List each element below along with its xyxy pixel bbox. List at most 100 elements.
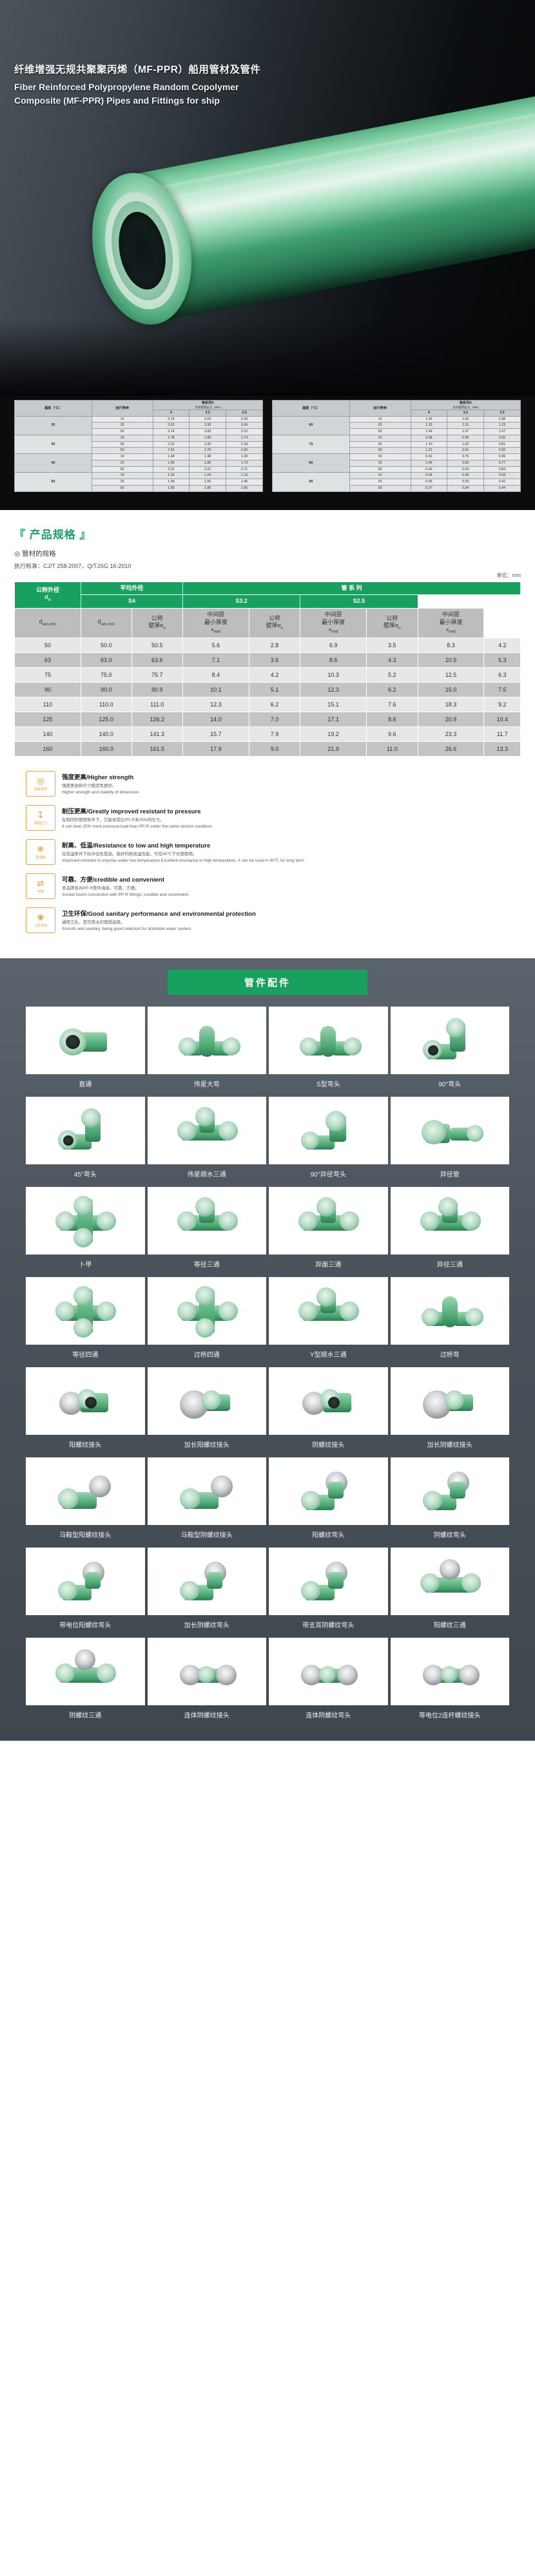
fitting-image[interactable] bbox=[269, 1097, 388, 1165]
fitting-item[interactable]: 伟星大弯 bbox=[147, 1007, 266, 1094]
fitting-image[interactable] bbox=[26, 1097, 145, 1165]
fitting-item[interactable]: 伟星顺水三通 bbox=[147, 1097, 266, 1184]
fitting-image[interactable] bbox=[269, 1187, 388, 1255]
fitting-item[interactable]: 卜甲 bbox=[26, 1187, 145, 1274]
fitting-item[interactable]: 加长阴螺纹弯头 bbox=[147, 1548, 266, 1635]
cell-service-life: 50 bbox=[91, 428, 153, 435]
fitting-item[interactable]: 阴螺纹接头 bbox=[269, 1367, 388, 1455]
fitting-image[interactable] bbox=[147, 1548, 266, 1616]
fitting-item[interactable]: 等径四通 bbox=[26, 1277, 145, 1365]
fitting-image[interactable] bbox=[390, 1097, 509, 1165]
fitting-item[interactable]: 45°弯头 bbox=[26, 1097, 145, 1184]
cell-pressure: 0.77 bbox=[483, 459, 521, 467]
fitting-item[interactable]: 马鞍型阴螺纹接头 bbox=[147, 1457, 266, 1545]
cell-dn: 110 bbox=[14, 697, 81, 713]
fitting-item[interactable]: 阴螺纹三通 bbox=[26, 1638, 145, 1725]
fitting-item[interactable]: 90°弯头 bbox=[390, 1007, 509, 1094]
fitting-item[interactable]: 异径管 bbox=[390, 1097, 509, 1184]
cell-pressure: 2.63 bbox=[152, 422, 190, 429]
cell-dem-min-1: 125.0 bbox=[80, 712, 132, 728]
cell-pressure: 0.84 bbox=[483, 466, 521, 473]
fitting-item[interactable]: 马鞍型阳螺纹接头 bbox=[26, 1457, 145, 1545]
fitting-image[interactable] bbox=[390, 1367, 509, 1435]
cell-s4-wall: 17.9 bbox=[182, 741, 249, 757]
fitting-image[interactable] bbox=[147, 1097, 266, 1165]
fitting-image[interactable] bbox=[26, 1548, 145, 1616]
cell-pressure: 0.25 bbox=[410, 478, 448, 486]
cell-pressure: 0.81 bbox=[483, 440, 521, 448]
cell-pressure: 2.22 bbox=[189, 466, 227, 473]
fitting-image[interactable] bbox=[269, 1638, 388, 1706]
fitting-item[interactable]: 连体阴螺纹接头 bbox=[147, 1638, 266, 1725]
fitting-image[interactable] bbox=[390, 1457, 509, 1526]
fitting-item[interactable]: 阴螺纹弯头 bbox=[390, 1457, 509, 1545]
cell-dem-min-2: 111.0 bbox=[131, 697, 183, 713]
fitting-item[interactable]: 带电位阳螺纹弯头 bbox=[26, 1548, 145, 1635]
fitting-image[interactable] bbox=[390, 1277, 509, 1345]
fitting-image[interactable] bbox=[26, 1638, 145, 1706]
fitting-image[interactable] bbox=[269, 1277, 388, 1345]
fitting-image[interactable] bbox=[390, 1187, 509, 1255]
cell-service-life: 25 bbox=[349, 478, 411, 486]
fitting-item[interactable]: 过桥弯 bbox=[390, 1277, 509, 1365]
fitting-image[interactable] bbox=[269, 1548, 388, 1616]
fitting-item[interactable]: 90°异径弯头 bbox=[269, 1097, 388, 1184]
sanitary-icon: ❀ 卫生环保 bbox=[26, 907, 55, 934]
fitting-image[interactable] bbox=[147, 1007, 266, 1075]
fitting-image[interactable] bbox=[26, 1367, 145, 1435]
th-temp: 温度（℃） bbox=[14, 400, 92, 417]
fitting-item[interactable]: Y型顺水三通 bbox=[269, 1277, 388, 1365]
cell-service-life: 10 bbox=[349, 434, 411, 442]
fitting-image[interactable] bbox=[147, 1457, 266, 1526]
fitting-item[interactable]: 加长阴螺纹接头 bbox=[390, 1367, 509, 1455]
fitting-label: 阳螺纹三通 bbox=[433, 1622, 466, 1630]
fitting-image[interactable] bbox=[269, 1457, 388, 1526]
fitting-image[interactable] bbox=[26, 1277, 145, 1345]
fitting-image[interactable] bbox=[26, 1007, 145, 1075]
cell-s25-mid: 11.7 bbox=[483, 726, 521, 743]
cell-temperature: 20 bbox=[14, 415, 92, 435]
th-series-group: 管系列S 允许使用压力，MPa bbox=[152, 400, 263, 410]
fitting-item[interactable]: 过桥四通 bbox=[147, 1277, 266, 1365]
cell-dem-min-2: 75.7 bbox=[131, 667, 183, 683]
fitting-item[interactable]: 阳螺纹接头 bbox=[26, 1367, 145, 1455]
fitting-item[interactable]: 阳螺纹三通 bbox=[390, 1548, 509, 1635]
saddle-female-icon bbox=[177, 1466, 237, 1517]
fitting-image[interactable] bbox=[26, 1457, 145, 1526]
fitting-item[interactable]: 等径三通 bbox=[147, 1187, 266, 1274]
fitting-item[interactable]: 阳螺纹弯头 bbox=[269, 1457, 388, 1545]
fitting-item[interactable]: 加长阳螺纹接头 bbox=[147, 1367, 266, 1455]
pressure-row: 70 10 0.98 0.90 0.65 bbox=[272, 434, 521, 455]
fitting-image[interactable] bbox=[390, 1548, 509, 1616]
fitting-item[interactable]: 等电位2连杆螺纹接头 bbox=[390, 1638, 509, 1725]
cell-service-life: 10 bbox=[349, 472, 411, 479]
fitting-item[interactable]: 带支耳阴螺纹弯头 bbox=[269, 1548, 388, 1635]
cell-service-life: 50 bbox=[349, 484, 411, 492]
cell-s25-wall: 15.0 bbox=[417, 682, 485, 698]
feature-body: 可靠、方便/credible and convenient 多品牌各共PP-R管件… bbox=[62, 873, 509, 899]
fitting-image[interactable] bbox=[147, 1187, 266, 1255]
fitting-item[interactable]: 异径三通 bbox=[390, 1187, 509, 1274]
fitting-item[interactable]: 异面三通 bbox=[269, 1187, 388, 1274]
fitting-item[interactable]: 连体阴螺纹弯头 bbox=[269, 1638, 388, 1725]
fitting-image[interactable] bbox=[390, 1007, 509, 1075]
pressure-row: 80 10 0.62 0.76 0.99 bbox=[272, 453, 521, 473]
fitting-image[interactable] bbox=[147, 1277, 266, 1345]
fitting-image[interactable] bbox=[269, 1007, 388, 1075]
th-wall-S4: 公称 壁厚en bbox=[131, 607, 183, 639]
pressure-row: 30 10 1.78 1.86 1.74 bbox=[14, 434, 263, 455]
fitting-image[interactable] bbox=[390, 1638, 509, 1706]
fitting-image[interactable] bbox=[147, 1367, 266, 1435]
long-female-thread-icon bbox=[420, 1376, 480, 1426]
fitting-item[interactable]: S型弯头 bbox=[269, 1007, 388, 1094]
fitting-image[interactable] bbox=[26, 1187, 145, 1255]
fitting-image[interactable] bbox=[147, 1638, 266, 1706]
cell-s4-mid: 7.9 bbox=[248, 726, 301, 743]
th-nominal-diameter: 公称外径 dn bbox=[14, 581, 81, 609]
feature-item: ❄ 耐温度 耐高、低温/Resistance to low and high tem… bbox=[26, 839, 509, 866]
cell-pressure: 0.90 bbox=[447, 434, 485, 442]
crossover-bend-icon bbox=[420, 1286, 483, 1336]
cell-pressure: 1.33 bbox=[410, 422, 448, 429]
fitting-item[interactable]: 直通 bbox=[26, 1007, 145, 1094]
fitting-image[interactable] bbox=[269, 1367, 388, 1435]
